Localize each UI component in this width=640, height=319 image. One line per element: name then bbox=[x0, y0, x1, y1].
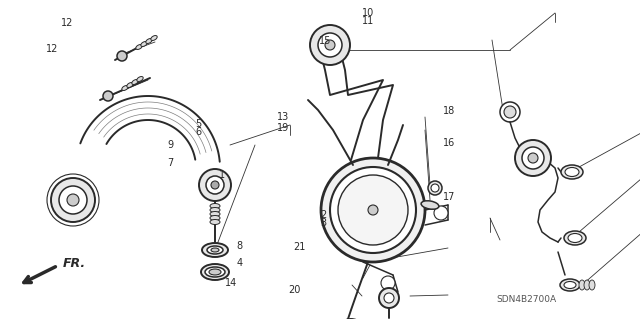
Text: 8: 8 bbox=[237, 241, 243, 251]
Circle shape bbox=[431, 184, 439, 192]
Ellipse shape bbox=[210, 216, 220, 220]
Circle shape bbox=[384, 293, 394, 303]
Circle shape bbox=[500, 102, 520, 122]
Text: 5: 5 bbox=[195, 119, 202, 130]
Circle shape bbox=[310, 25, 350, 65]
Ellipse shape bbox=[568, 234, 582, 242]
Circle shape bbox=[318, 33, 342, 57]
Text: 4: 4 bbox=[237, 258, 243, 268]
Text: 18: 18 bbox=[443, 106, 455, 116]
Text: 17: 17 bbox=[443, 192, 455, 202]
Circle shape bbox=[59, 186, 87, 214]
Text: 3: 3 bbox=[320, 218, 326, 228]
Circle shape bbox=[338, 175, 408, 245]
Ellipse shape bbox=[202, 243, 228, 257]
Circle shape bbox=[206, 176, 224, 194]
Ellipse shape bbox=[141, 41, 147, 47]
Circle shape bbox=[330, 167, 416, 253]
Circle shape bbox=[379, 288, 399, 308]
Circle shape bbox=[504, 106, 516, 118]
Ellipse shape bbox=[211, 248, 219, 252]
Ellipse shape bbox=[564, 281, 576, 288]
Ellipse shape bbox=[132, 79, 138, 85]
Ellipse shape bbox=[146, 39, 152, 43]
Ellipse shape bbox=[210, 204, 220, 209]
Text: 7: 7 bbox=[168, 158, 174, 168]
Ellipse shape bbox=[561, 165, 583, 179]
Text: 12: 12 bbox=[61, 18, 73, 28]
Ellipse shape bbox=[210, 219, 220, 225]
Ellipse shape bbox=[589, 280, 595, 290]
Ellipse shape bbox=[201, 264, 229, 280]
Circle shape bbox=[528, 153, 538, 163]
Text: 11: 11 bbox=[362, 16, 374, 26]
Text: 9: 9 bbox=[168, 140, 174, 150]
Ellipse shape bbox=[421, 201, 439, 209]
Circle shape bbox=[522, 147, 544, 169]
Circle shape bbox=[381, 276, 395, 290]
Circle shape bbox=[428, 181, 442, 195]
Circle shape bbox=[321, 158, 425, 262]
Text: 13: 13 bbox=[276, 112, 289, 122]
Circle shape bbox=[199, 169, 231, 201]
Text: 14: 14 bbox=[225, 278, 237, 288]
Circle shape bbox=[325, 40, 335, 50]
Circle shape bbox=[103, 91, 113, 101]
Ellipse shape bbox=[137, 77, 143, 81]
Ellipse shape bbox=[207, 246, 223, 254]
Ellipse shape bbox=[565, 167, 579, 176]
Ellipse shape bbox=[210, 211, 220, 217]
Circle shape bbox=[51, 178, 95, 222]
Circle shape bbox=[117, 51, 127, 61]
Text: FR.: FR. bbox=[63, 257, 86, 270]
Text: 16: 16 bbox=[443, 138, 455, 148]
Text: 21: 21 bbox=[293, 242, 305, 252]
Ellipse shape bbox=[579, 280, 585, 290]
Ellipse shape bbox=[205, 267, 225, 277]
Ellipse shape bbox=[136, 45, 142, 49]
Text: 20: 20 bbox=[288, 285, 300, 295]
Ellipse shape bbox=[210, 207, 220, 212]
Ellipse shape bbox=[564, 231, 586, 245]
Circle shape bbox=[434, 206, 448, 220]
Text: 6: 6 bbox=[195, 127, 202, 137]
Circle shape bbox=[368, 205, 378, 215]
Text: 15: 15 bbox=[319, 36, 331, 46]
Ellipse shape bbox=[127, 83, 133, 87]
Circle shape bbox=[67, 194, 79, 206]
Ellipse shape bbox=[209, 269, 221, 275]
Text: 12: 12 bbox=[46, 44, 58, 55]
Ellipse shape bbox=[560, 279, 580, 291]
Text: 10: 10 bbox=[362, 8, 374, 19]
Ellipse shape bbox=[122, 85, 128, 91]
Text: 19: 19 bbox=[276, 122, 289, 133]
Circle shape bbox=[515, 140, 551, 176]
Text: SDN4B2700A: SDN4B2700A bbox=[496, 295, 556, 304]
Text: 1: 1 bbox=[219, 170, 225, 180]
Text: 2: 2 bbox=[320, 210, 326, 220]
Ellipse shape bbox=[584, 280, 590, 290]
Circle shape bbox=[211, 181, 219, 189]
Ellipse shape bbox=[151, 35, 157, 41]
